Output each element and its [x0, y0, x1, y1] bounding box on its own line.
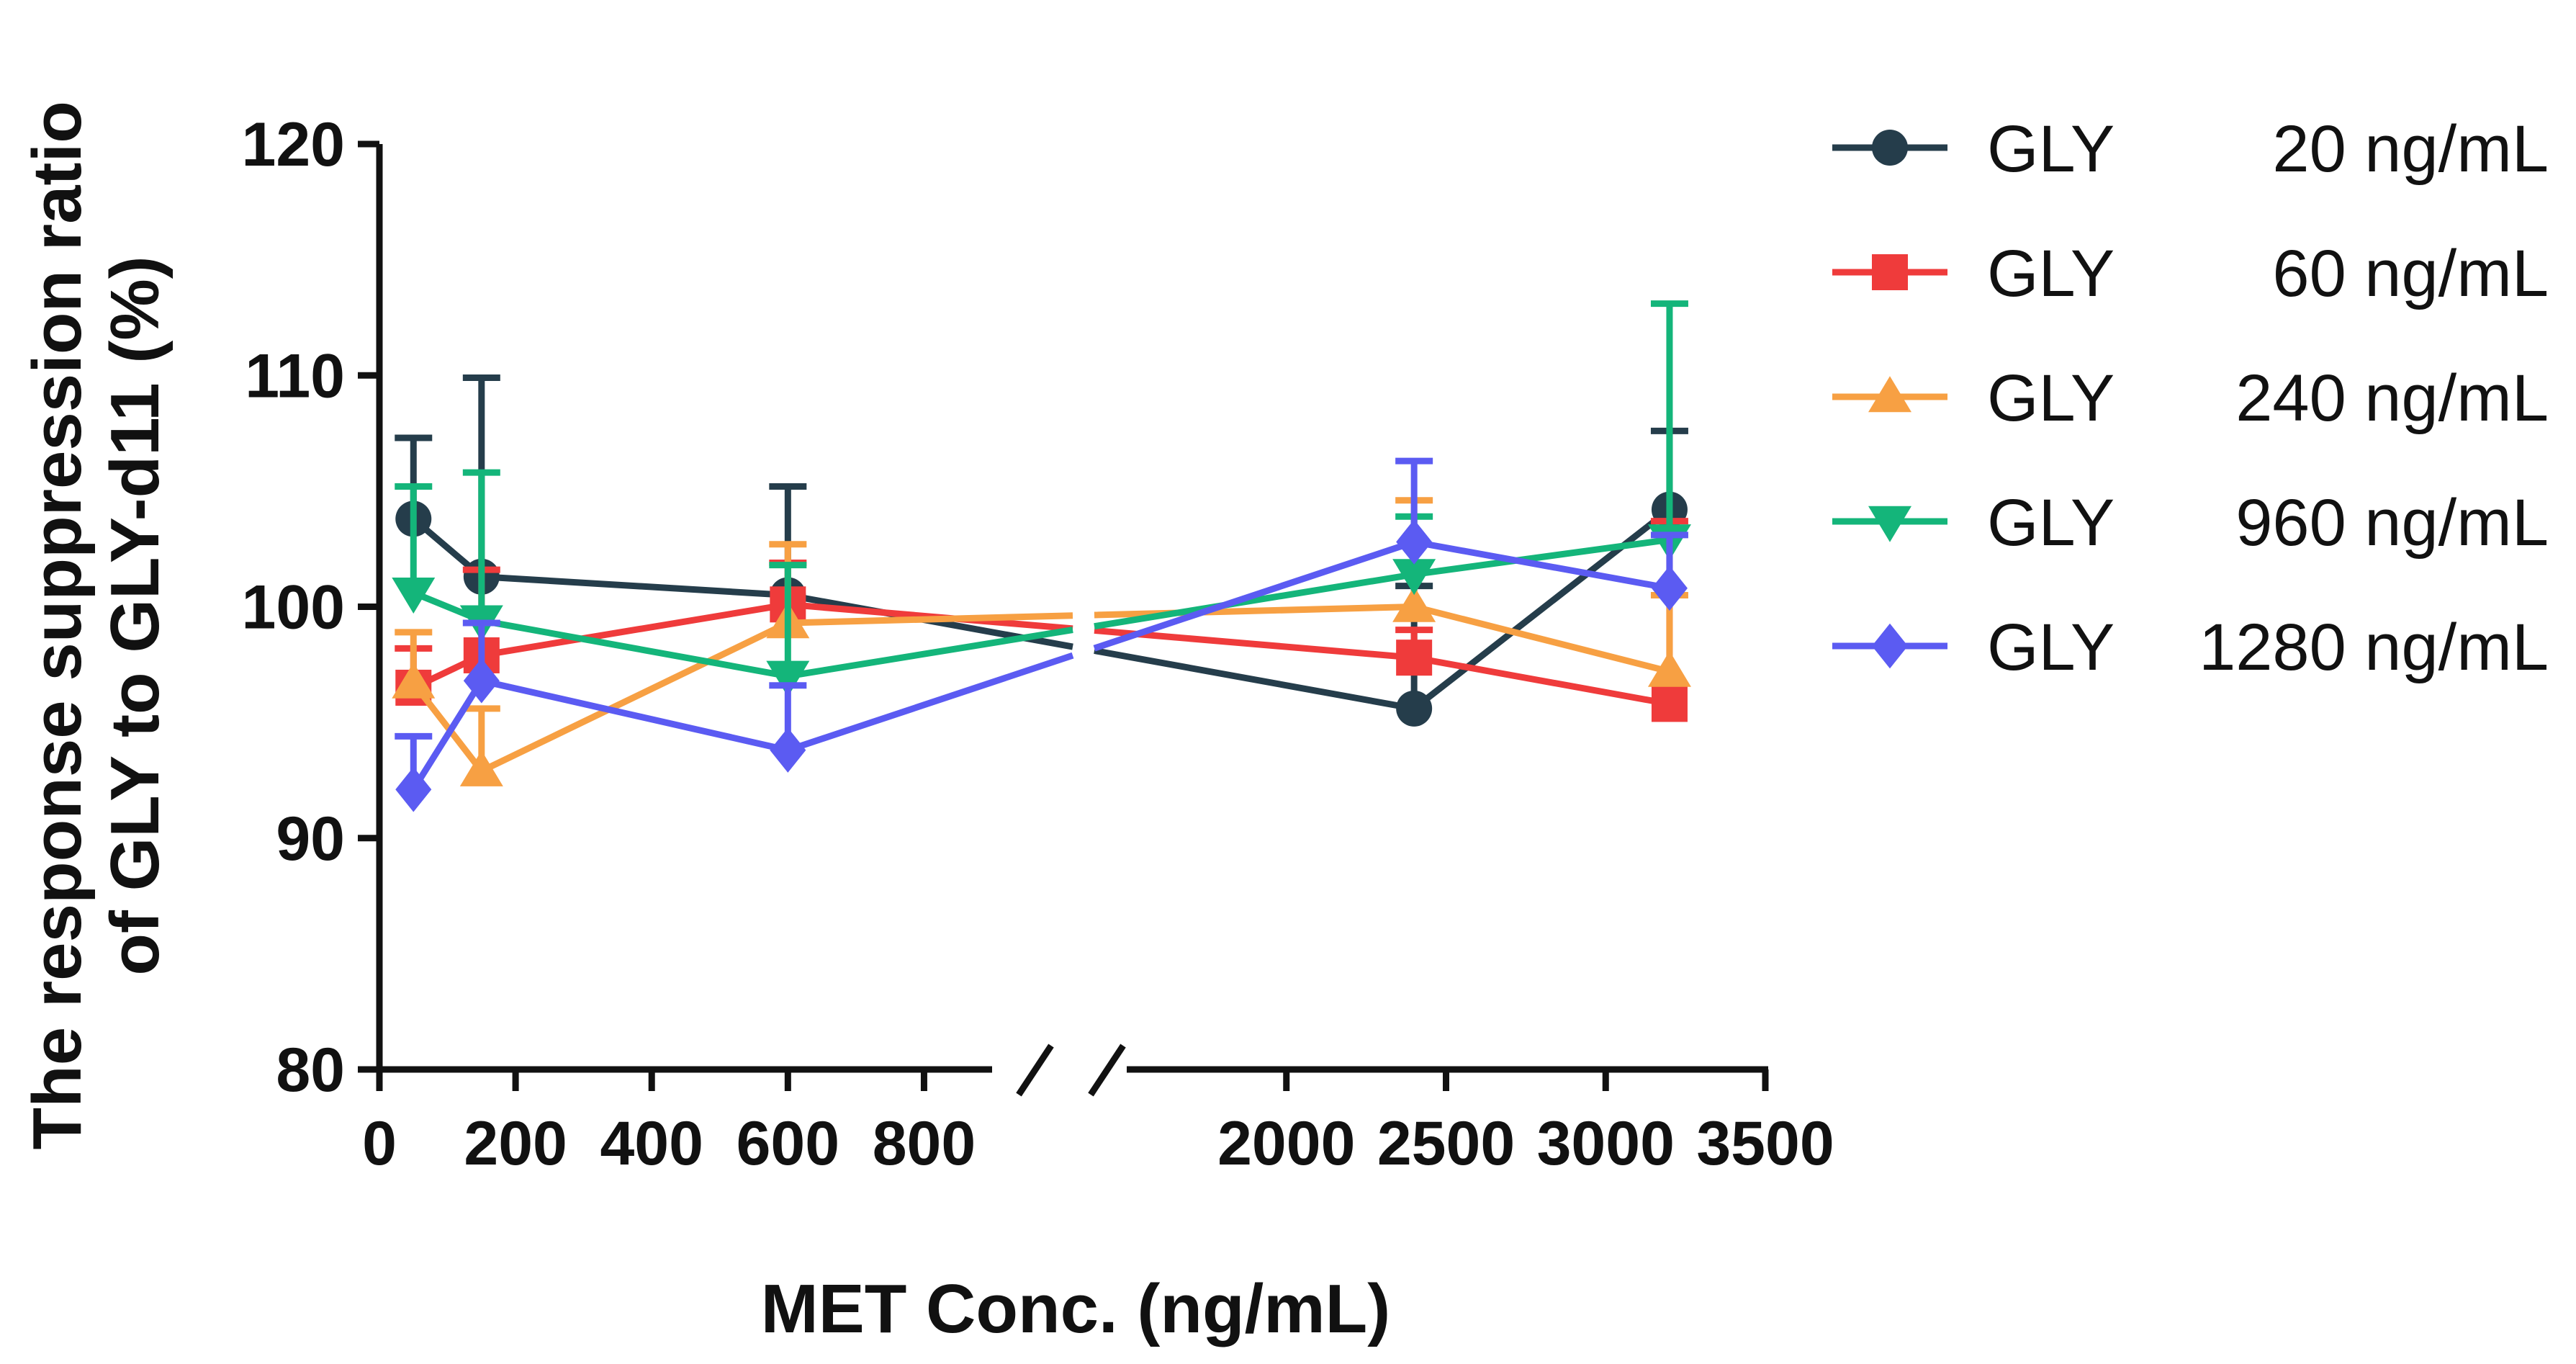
- data-point: [766, 660, 810, 697]
- data-point: [1651, 686, 1688, 722]
- y-axis-title-line-1: The response suppression ratio: [19, 101, 96, 1149]
- legend-label-compound: GLY: [1987, 611, 2115, 684]
- data-point: [770, 727, 806, 773]
- x-tick-label: 600: [737, 1109, 840, 1178]
- legend-label-compound: GLY: [1987, 362, 2115, 435]
- data-point: [1647, 650, 1691, 687]
- x-tick-label: 3500: [1696, 1109, 1834, 1178]
- legend: GLY 20 ng/mL GLY 60 ng/mL GLY 240 ng/mL GLY 960…: [1832, 112, 2549, 684]
- x-tick-label: 3000: [1537, 1109, 1675, 1178]
- x-tick-label: 400: [600, 1109, 703, 1178]
- legend-item: GLY 1280 ng/mL: [1832, 611, 2549, 684]
- legend-item: GLY 960 ng/mL: [1832, 486, 2549, 560]
- data-point: [1392, 585, 1436, 622]
- x-tick-label: 2500: [1377, 1109, 1515, 1178]
- data-point: [459, 750, 503, 786]
- x-tick-label: 200: [464, 1109, 567, 1178]
- legend-label-concentration: 60 ng/mL: [2272, 237, 2549, 310]
- axes: 80 90 100 110 120 0 200 400 600 800 2000 2500 3000 35…: [242, 110, 1834, 1178]
- data-point: [1396, 690, 1433, 727]
- y-tick-label: 90: [276, 804, 345, 874]
- legend-marker: [1868, 376, 1911, 413]
- x-tick-label: 2000: [1217, 1109, 1355, 1178]
- legend-label-concentration: 1280 ng/mL: [2199, 611, 2549, 684]
- series-line: [410, 652, 1074, 791]
- y-tick-label: 80: [276, 1036, 345, 1105]
- legend-marker: [1872, 623, 1908, 669]
- x-tick-label: 800: [873, 1109, 976, 1178]
- legend-item: GLY 240 ng/mL: [1832, 362, 2549, 435]
- legend-label-compound: GLY: [1987, 486, 2115, 560]
- legend-label-concentration: 20 ng/mL: [2272, 112, 2549, 186]
- series-4: [395, 457, 1688, 812]
- legend-label-compound: GLY: [1987, 237, 2115, 310]
- y-tick-label: 100: [242, 573, 346, 642]
- data-point: [463, 658, 500, 704]
- x-tick-label: 0: [362, 1109, 397, 1178]
- legend-marker: [1868, 506, 1911, 542]
- legend-marker: [1872, 254, 1908, 290]
- legend-label-concentration: 960 ng/mL: [2235, 486, 2549, 560]
- data-point: [1396, 519, 1433, 565]
- y-axis-title-line-2: of GLY to GLY-d11 (%): [96, 256, 174, 975]
- legend-item: GLY 20 ng/mL: [1832, 112, 2549, 186]
- series-line: [412, 590, 1073, 680]
- data-point: [1651, 565, 1688, 611]
- data-point: [395, 767, 432, 812]
- legend-label-compound: GLY: [1987, 112, 2115, 186]
- legend-marker: [1872, 130, 1908, 166]
- legend-item: GLY 60 ng/mL: [1832, 237, 2549, 310]
- y-tick-label: 110: [245, 341, 345, 410]
- plot-area: [392, 300, 1691, 812]
- series-line: [410, 612, 1073, 775]
- series-line: [1093, 539, 1670, 652]
- axis-break-mark-1: [1016, 1044, 1054, 1097]
- data-point: [392, 577, 436, 614]
- series-1: [395, 518, 1688, 722]
- x-axis-title: MET Conc. (ng/mL): [761, 1270, 1391, 1347]
- axis-break-mark-2: [1088, 1044, 1126, 1097]
- data-point: [1392, 559, 1436, 596]
- y-axis-title: The response suppression ratio of GLY to…: [19, 81, 174, 1149]
- y-tick-label: 120: [242, 110, 346, 179]
- legend-label-concentration: 240 ng/mL: [2235, 362, 2549, 435]
- data-point: [1396, 640, 1433, 676]
- data-point: [392, 662, 436, 699]
- series-3: [392, 300, 1691, 697]
